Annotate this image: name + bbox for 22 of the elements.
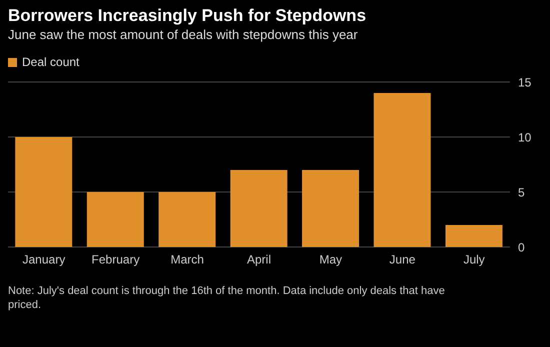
text: Note: July's deal count is through the 16th of the month. Data include only deals that have priced. bbox=[8, 284, 446, 312]
y-tick-label: 15 bbox=[518, 75, 532, 90]
x-tick-label: May bbox=[319, 252, 342, 267]
chart-subtitle: June saw the most amount of deals with stepdowns this year bbox=[8, 27, 359, 42]
legend-label: Deal count bbox=[22, 55, 80, 69]
x-tick-label: March bbox=[170, 252, 204, 267]
x-tick-label: February bbox=[92, 252, 140, 267]
bar bbox=[230, 170, 288, 247]
bar bbox=[302, 170, 360, 247]
bar bbox=[15, 137, 72, 247]
bar bbox=[158, 192, 216, 247]
x-tick-label: June bbox=[389, 252, 416, 267]
x-tick-label: April bbox=[246, 252, 272, 267]
bar bbox=[445, 225, 502, 247]
x-tick-label: January bbox=[22, 252, 66, 267]
chart-title: Borrowers Increasingly Push for Stepdowns bbox=[8, 6, 368, 26]
y-tick-label: 0 bbox=[518, 240, 525, 254]
y-tick-label: 10 bbox=[518, 130, 532, 144]
bar bbox=[86, 192, 144, 247]
x-tick-label: July bbox=[463, 252, 485, 267]
y-tick-label: 5 bbox=[518, 185, 525, 200]
bar bbox=[374, 93, 431, 247]
